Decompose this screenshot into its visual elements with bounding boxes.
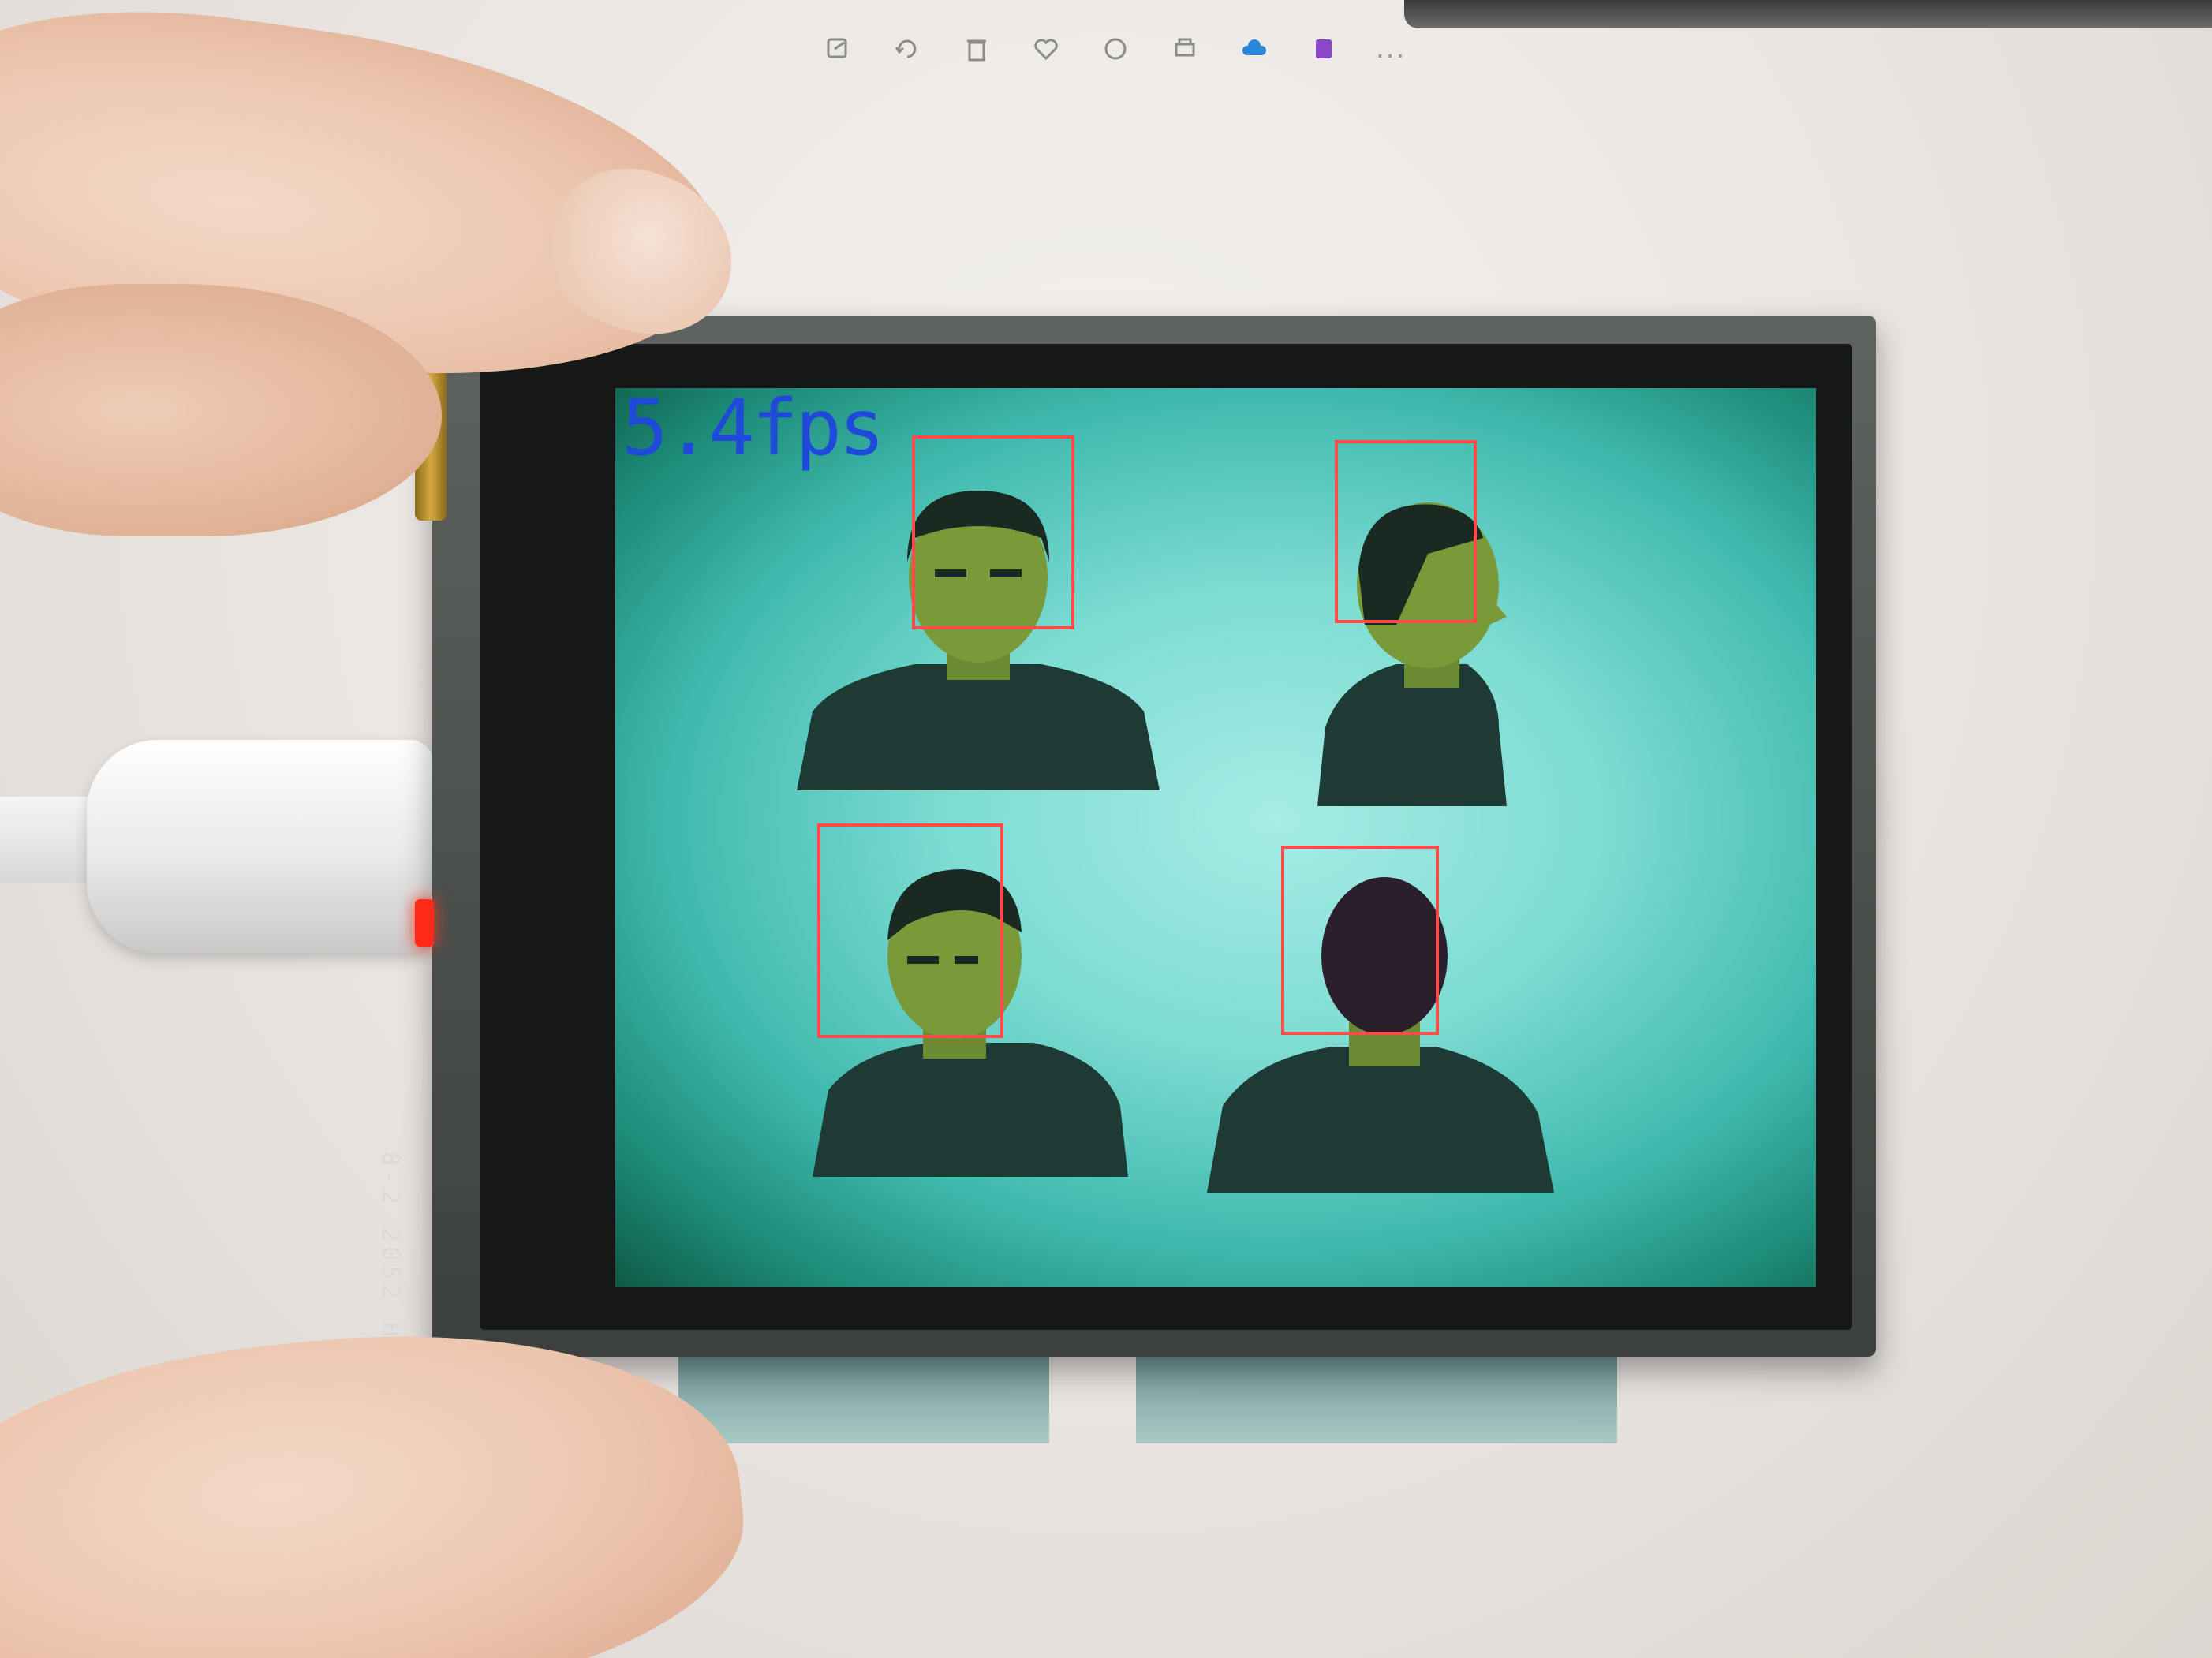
person-profile xyxy=(1310,467,1546,806)
board-shadow-right xyxy=(1136,1357,1617,1443)
info-icon xyxy=(1098,32,1133,66)
power-led xyxy=(415,899,434,947)
face-detection-box-4 xyxy=(1281,846,1439,1035)
lcd-module: 8-2 2052 H1052 5.4fps xyxy=(376,316,1876,1417)
monitor-edge xyxy=(1404,0,2212,28)
cloud-icon xyxy=(1237,32,1272,66)
usb-plug xyxy=(87,740,434,953)
heart-icon xyxy=(1029,32,1063,66)
share-icon xyxy=(820,32,855,66)
print-icon xyxy=(1168,32,1202,66)
face-detection-box-2 xyxy=(1335,440,1477,623)
lcd-screen: 5.4fps xyxy=(615,388,1816,1287)
trash-icon xyxy=(959,32,994,66)
finger-middle xyxy=(0,284,442,536)
board-shadow-left xyxy=(678,1357,1049,1443)
monitor-toolbar: ... xyxy=(820,32,1406,66)
rotate-icon xyxy=(890,32,925,66)
app-icon xyxy=(1306,32,1341,66)
fps-counter: 5.4fps xyxy=(622,388,885,473)
person-front xyxy=(789,451,1168,790)
more-label: ... xyxy=(1376,33,1407,65)
face-detection-box-3 xyxy=(817,823,1003,1038)
face-detection-box-1 xyxy=(912,435,1074,629)
person-three-quarter xyxy=(805,830,1136,1177)
person-back xyxy=(1199,846,1562,1193)
